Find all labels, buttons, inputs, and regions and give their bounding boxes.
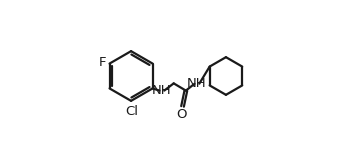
Text: NH: NH [152,84,171,97]
Text: O: O [177,108,187,121]
Text: F: F [99,56,106,69]
Text: NH: NH [187,77,207,90]
Text: Cl: Cl [125,105,138,118]
